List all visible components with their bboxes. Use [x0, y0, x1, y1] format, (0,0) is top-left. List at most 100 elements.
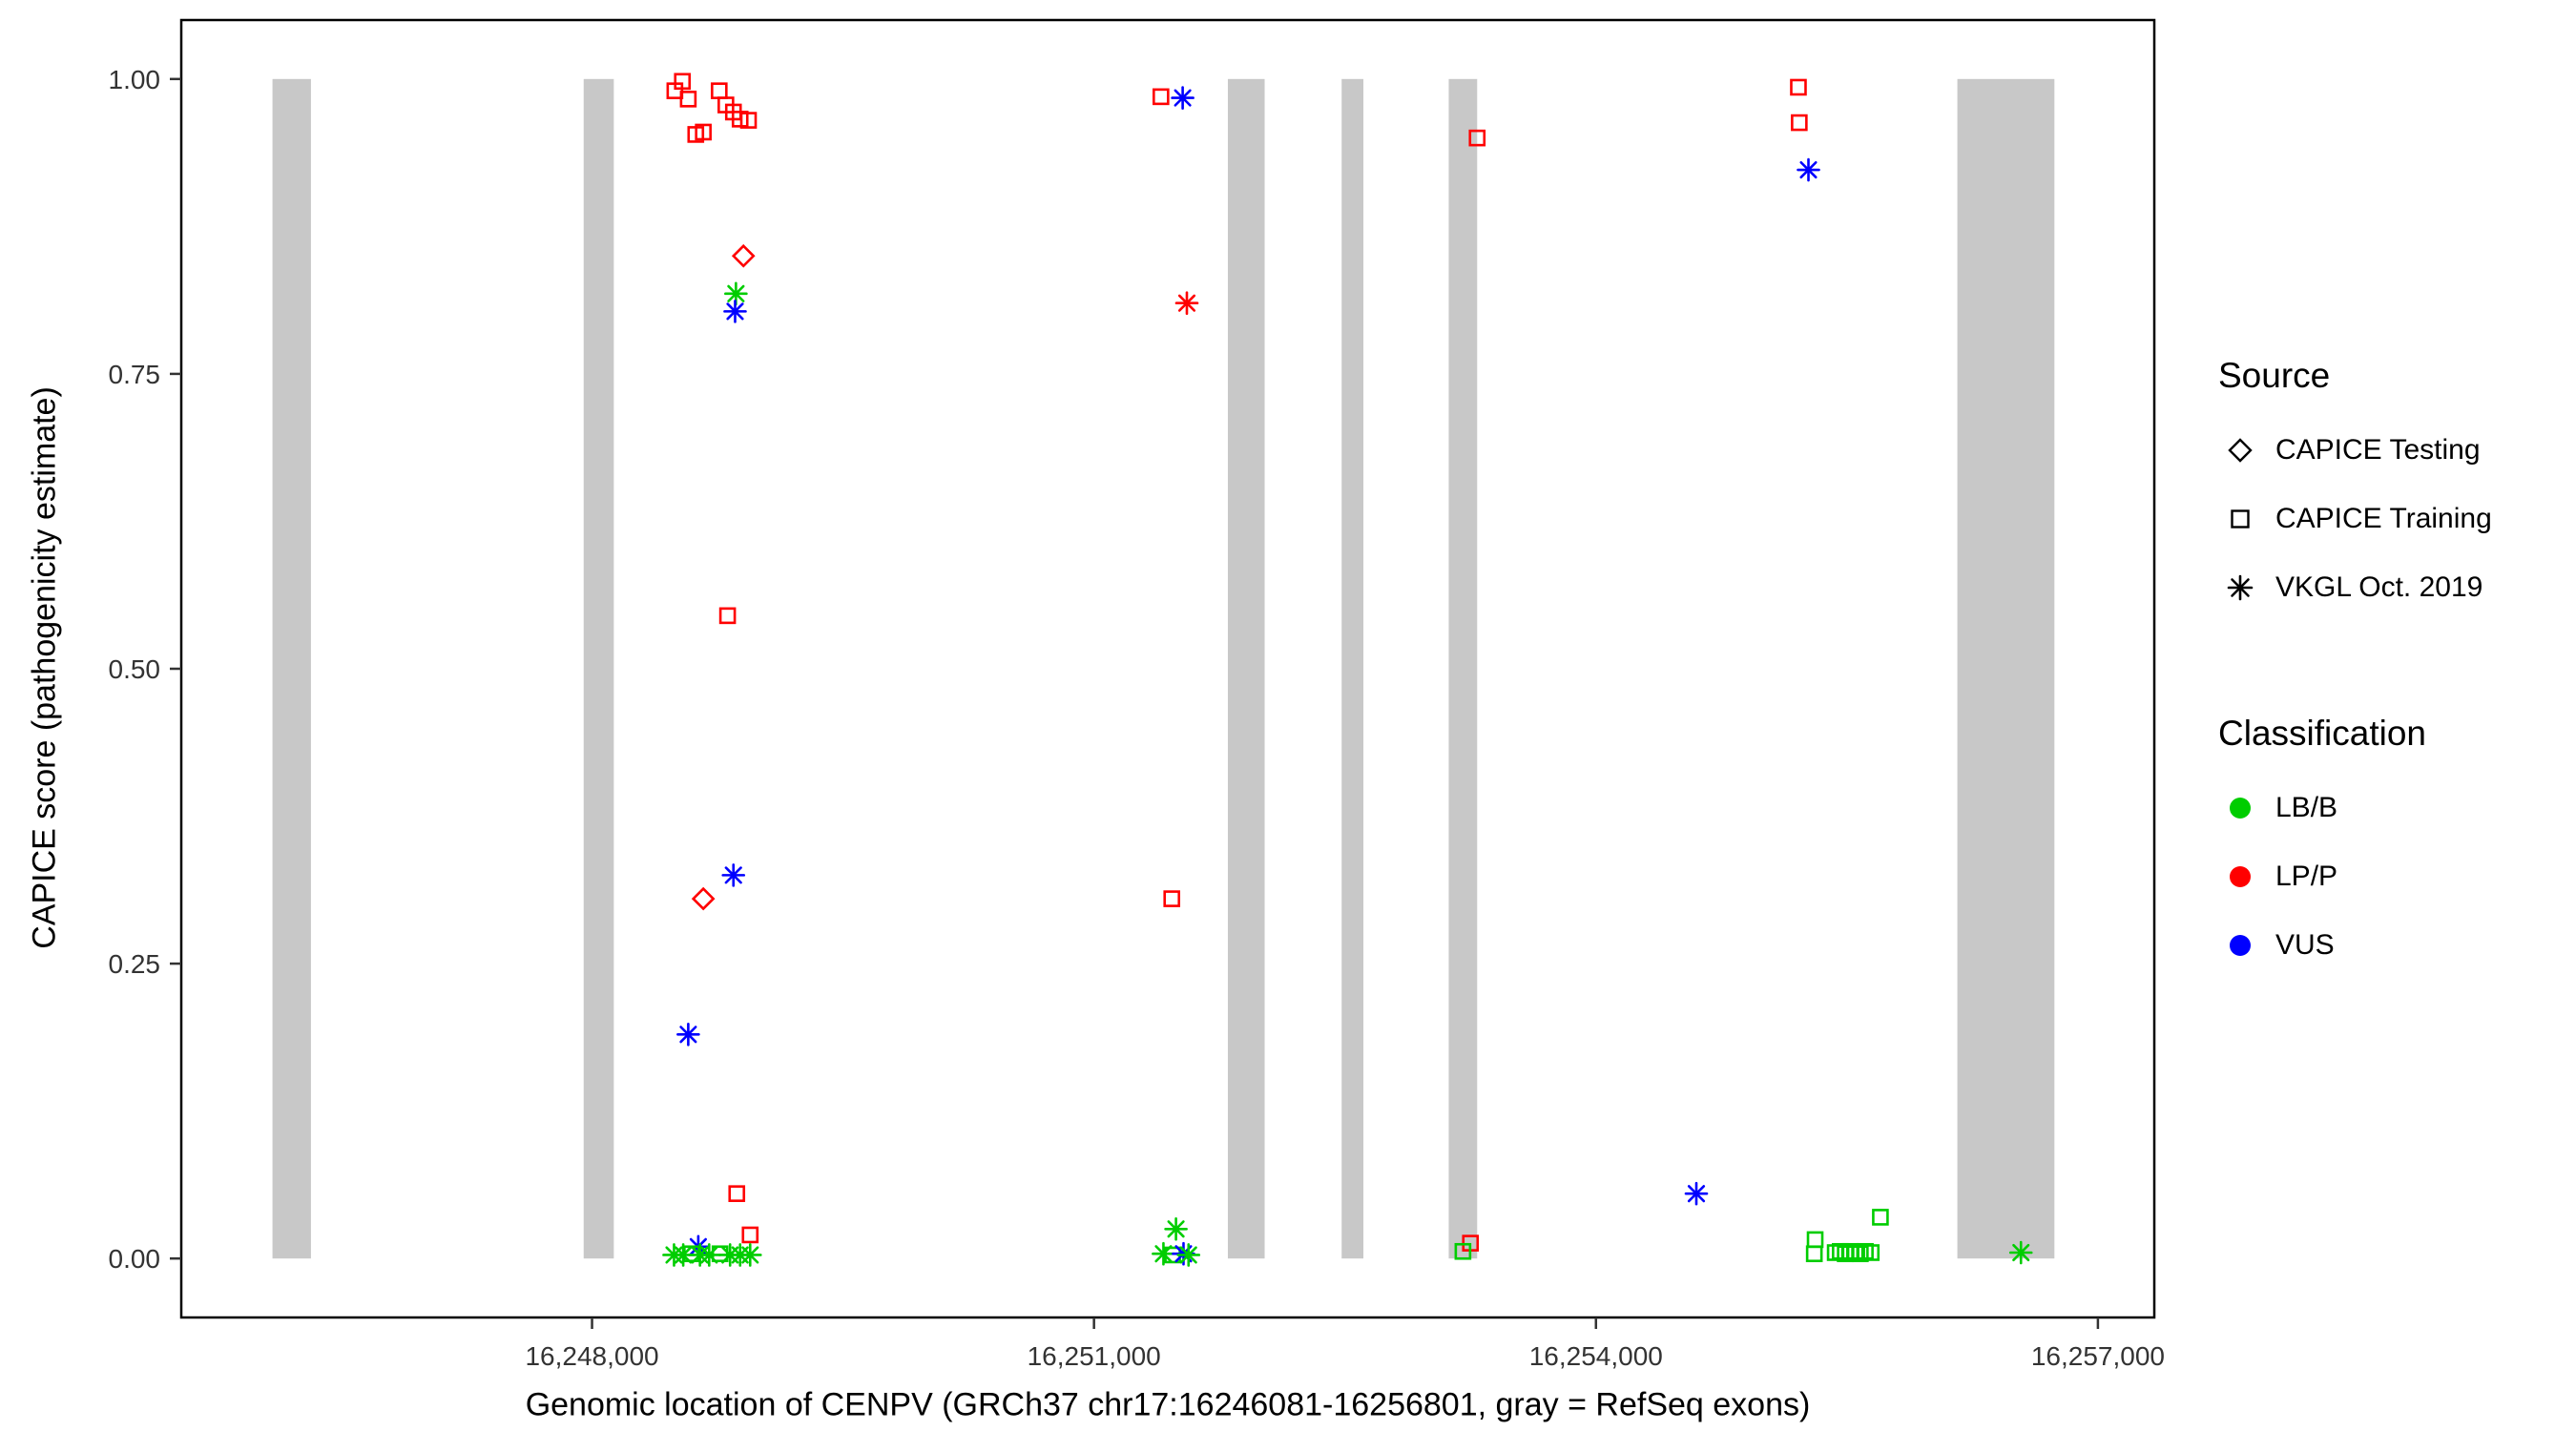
data-point — [676, 1022, 700, 1047]
color-dot-legend-key — [2218, 923, 2262, 967]
asterisk-icon — [2227, 574, 2254, 601]
legend-item-label: CAPICE Testing — [2275, 434, 2481, 466]
x-tick-label: 16,248,000 — [525, 1341, 658, 1371]
data-point — [739, 112, 758, 129]
point-square-glyph — [718, 607, 737, 625]
y-tick-label: 0.00 — [109, 1244, 161, 1274]
y-axis-title: CAPICE score (pathogenicity estimate) — [26, 386, 63, 949]
legend-classification-items: LB/B LP/P VUS — [2218, 774, 2571, 980]
diamond-icon — [2228, 438, 2253, 463]
circle-glyph — [2230, 866, 2251, 887]
legend-item-label: LP/P — [2275, 861, 2338, 892]
point-square-glyph — [711, 82, 728, 99]
data-point — [741, 1226, 759, 1244]
legend-group-source: Source CAPICE Testing CAPICE Training VKGL… — [2218, 355, 2571, 622]
circle-icon — [2230, 866, 2251, 887]
point-asterisk-ray — [1799, 160, 1818, 179]
point-square-glyph — [674, 73, 692, 91]
data-point — [1163, 890, 1181, 907]
data-point — [695, 123, 712, 141]
point-square-glyph — [739, 112, 758, 129]
data-point — [1153, 88, 1170, 106]
point-asterisk-ray — [1174, 89, 1192, 107]
point-square-glyph — [2231, 509, 2250, 529]
legend-source-title: Source — [2218, 356, 2331, 395]
legend-item-label: VKGL Oct. 2019 — [2275, 571, 2483, 603]
y-tick-label: 0.75 — [109, 360, 161, 389]
legend-item-label: VUS — [2275, 929, 2335, 961]
panel-border — [179, 18, 2156, 1319]
point-square-glyph — [1872, 1209, 1889, 1226]
x-axis-title: Genomic location of CENPV (GRCh37 chr17:… — [525, 1386, 1811, 1423]
point-square-glyph — [1163, 890, 1181, 907]
point-asterisk-ray — [1177, 294, 1196, 312]
refseq-exon-bar — [272, 78, 311, 1259]
data-point — [718, 607, 737, 625]
point-square-glyph — [1468, 129, 1486, 147]
data-point — [691, 886, 716, 911]
data-point — [679, 91, 697, 108]
data-point — [2008, 1240, 2033, 1265]
circle-glyph — [2230, 798, 2251, 819]
color-dot-legend-key — [2218, 855, 2262, 899]
point-asterisk-ray — [1179, 1246, 1197, 1264]
y-tick-label: 1.00 — [109, 65, 161, 94]
point-diamond-glyph — [731, 243, 756, 268]
legend-item-classification-0: LB/B — [2218, 774, 2571, 842]
refseq-exon-bar — [1341, 78, 1364, 1259]
legend: Source CAPICE Testing CAPICE Training VKGL… — [2218, 355, 2571, 980]
data-point — [1174, 291, 1199, 316]
data-point — [1852, 1245, 1869, 1263]
point-asterisk-ray — [2231, 578, 2250, 597]
data-point — [1872, 1209, 1889, 1226]
legend-group-classification: Classification LB/B LP/P VUS — [2218, 713, 2571, 980]
data-point — [737, 1243, 762, 1267]
y-tick-label: 0.50 — [109, 654, 161, 684]
refseq-exon-bar — [1957, 78, 2055, 1259]
point-square-glyph — [1806, 1231, 1824, 1249]
data-point — [1176, 1243, 1201, 1267]
diamond-legend-key — [2218, 428, 2262, 472]
point-square-glyph — [1791, 114, 1808, 132]
point-square-glyph — [1153, 88, 1170, 106]
point-square-glyph — [1852, 1245, 1869, 1263]
point-asterisk-ray — [679, 1026, 697, 1044]
point-diamond-glyph — [691, 886, 716, 911]
refseq-exon-bar — [583, 78, 614, 1259]
point-square-glyph — [1862, 1244, 1880, 1261]
refseq-exon-bar — [1448, 78, 1478, 1259]
x-tick-label: 16,254,000 — [1529, 1341, 1663, 1371]
data-point — [1171, 86, 1195, 110]
point-square-glyph — [695, 123, 712, 141]
legend-item-classification-2: VUS — [2218, 911, 2571, 980]
square-icon — [2231, 509, 2250, 529]
point-asterisk-ray — [1167, 1220, 1185, 1238]
y-tick-label: 0.25 — [109, 949, 161, 979]
square-legend-key — [2218, 497, 2262, 541]
point-square-glyph — [679, 91, 697, 108]
x-tick-label: 16,257,000 — [2031, 1341, 2165, 1371]
data-point — [1684, 1181, 1709, 1206]
data-point — [1468, 129, 1486, 147]
refseq-exon-bar — [1227, 78, 1265, 1259]
data-point — [728, 1185, 746, 1202]
legend-item-classification-1: LP/P — [2218, 842, 2571, 911]
data-point — [731, 243, 756, 268]
data-point — [1454, 1242, 1472, 1260]
x-tick-label: 16,251,000 — [1028, 1341, 1161, 1371]
data-point — [1862, 1244, 1880, 1261]
data-point — [674, 73, 692, 91]
legend-classification-title: Classification — [2218, 714, 2426, 753]
circle-icon — [2230, 798, 2251, 819]
point-diamond-glyph — [2228, 438, 2253, 463]
point-square-glyph — [1790, 78, 1807, 96]
legend-item-label: LB/B — [2275, 792, 2338, 823]
data-point — [723, 300, 747, 323]
legend-item-source-2: VKGL Oct. 2019 — [2218, 553, 2571, 622]
color-dot-legend-key — [2218, 786, 2262, 830]
data-point — [1806, 1231, 1824, 1249]
point-asterisk-ray — [741, 1246, 759, 1264]
legend-item-source-0: CAPICE Testing — [2218, 416, 2571, 485]
legend-source-items: CAPICE Testing CAPICE Training VKGL Oct. 2… — [2218, 416, 2571, 622]
